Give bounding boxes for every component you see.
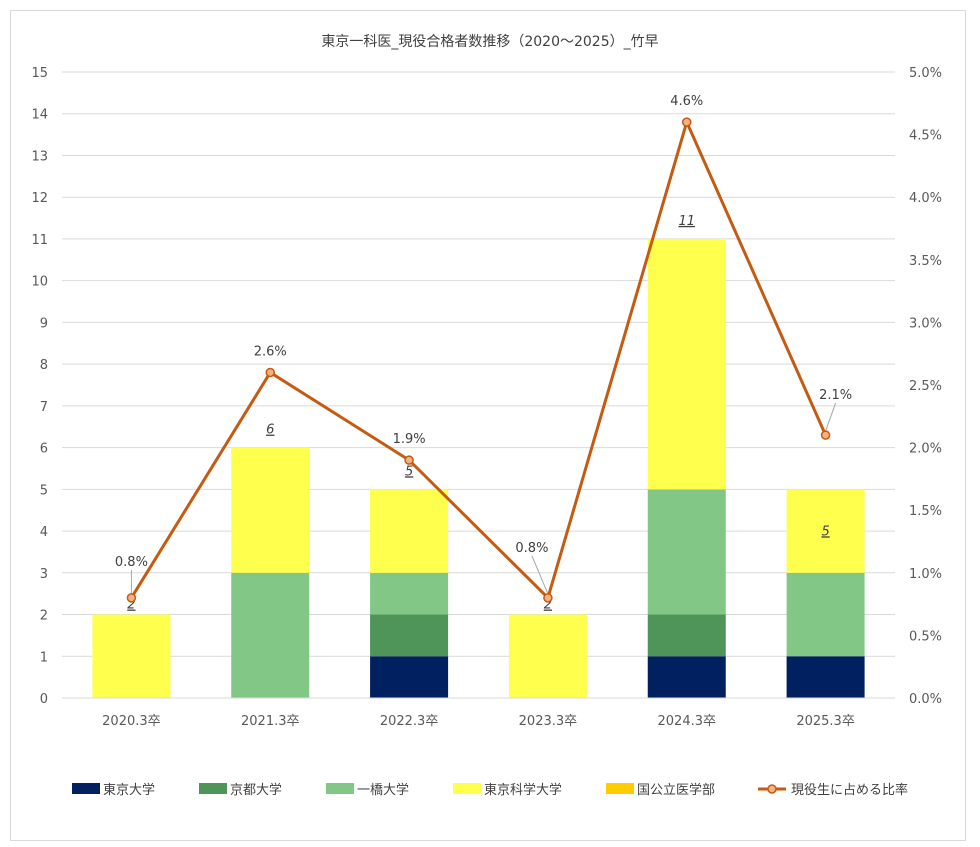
y-axis-right: 0.0% 0.5% 1.0% 1.5% 2.0% 2.5% 3.0% 3.5% 4.0% 4.5%… xyxy=(909,66,942,707)
y-tick-label: 14 xyxy=(31,108,48,123)
x-tick-label: 2020.3卒 xyxy=(102,714,161,729)
legend-label: 一橋大学 xyxy=(357,782,409,798)
bar-segment xyxy=(647,489,726,615)
gridlines xyxy=(62,71,895,699)
total-label: 2 xyxy=(127,598,135,613)
y2-tick-label: 4.0% xyxy=(909,191,942,206)
x-axis: 2020.3卒 2021.3卒 2022.3卒 2023.3卒 2024.3卒 2025.… xyxy=(62,697,895,729)
y-tick-label: 6 xyxy=(40,442,48,457)
y-tick-label: 5 xyxy=(40,483,48,498)
y2-tick-label: 0.0% xyxy=(909,692,942,707)
chart-frame xyxy=(10,10,966,841)
y2-tick-label: 3.0% xyxy=(909,316,942,331)
ratio-line: 0.8% 2.6% 1.9% 0.8% 4.6% 2.1% xyxy=(115,94,852,603)
legend-label: 国公立医学部 xyxy=(637,782,715,798)
bar-segment xyxy=(786,572,865,657)
bar-segment xyxy=(231,572,310,698)
x-tick-label: 2022.3卒 xyxy=(380,714,439,729)
total-label: 5 xyxy=(821,524,829,539)
ratio-data-label: 1.9% xyxy=(393,432,426,447)
bar-segment xyxy=(231,447,310,573)
y2-tick-label: 2.5% xyxy=(909,379,942,394)
total-label: 11 xyxy=(678,214,695,229)
x-tick-label: 2021.3卒 xyxy=(241,714,300,729)
bar-segment xyxy=(370,572,449,615)
ratio-data-label: 2.1% xyxy=(819,388,852,403)
bar-segment xyxy=(370,656,449,698)
ratio-marker xyxy=(543,593,553,603)
x-tick-label: 2025.3卒 xyxy=(796,714,855,729)
bar-segment xyxy=(786,489,865,573)
ratio-marker xyxy=(404,455,414,465)
legend-swatch xyxy=(606,783,634,794)
total-label: 6 xyxy=(266,423,274,438)
y2-tick-label: 1.5% xyxy=(909,504,942,519)
bar-segment xyxy=(647,656,726,698)
y-tick-label: 8 xyxy=(40,358,48,373)
y2-tick-label: 2.0% xyxy=(909,442,942,457)
y-tick-label: 3 xyxy=(40,567,48,582)
ratio-marker xyxy=(126,593,137,603)
bar-segment xyxy=(370,489,449,573)
y2-tick-label: 3.5% xyxy=(909,254,942,269)
bar-segment xyxy=(92,614,171,698)
y-tick-label: 10 xyxy=(31,275,48,290)
ratio-line-path xyxy=(130,117,827,601)
label-leader xyxy=(825,402,837,432)
bar-segment xyxy=(370,614,449,657)
y2-tick-label: 0.5% xyxy=(909,629,942,644)
legend-swatch xyxy=(199,783,227,794)
legend-label: 東京大学 xyxy=(103,782,155,798)
ratio-marker xyxy=(820,430,831,440)
legend-label: 現役生に占める比率 xyxy=(791,782,908,798)
legend-swatch xyxy=(453,783,481,794)
y-tick-label: 7 xyxy=(40,400,48,415)
legend-swatch xyxy=(72,783,100,794)
y2-tick-label: 1.0% xyxy=(909,567,942,582)
y-tick-label: 1 xyxy=(40,650,48,665)
legend: 東京大学 京都大学 一橋大学 東京科学大学 国公立医学部 現役生に占める比率 xyxy=(72,782,908,798)
y2-tick-label: 4.5% xyxy=(909,129,942,144)
bar-segment xyxy=(647,238,726,490)
chart-title: 東京一科医_現役合格者数推移（2020～2025）_竹早 xyxy=(321,34,658,50)
y-tick-label: 4 xyxy=(40,525,48,540)
y-tick-label: 0 xyxy=(40,692,48,707)
bars xyxy=(92,238,865,698)
bar-segment xyxy=(508,614,587,698)
label-leader xyxy=(531,555,549,595)
total-label: 5 xyxy=(405,464,413,479)
bar-segment xyxy=(786,656,865,698)
legend-label: 東京科学大学 xyxy=(484,782,562,798)
total-label: 2 xyxy=(544,598,552,613)
ratio-marker xyxy=(265,367,275,378)
total-labels: 2 6 5 2 11 5 xyxy=(127,214,829,613)
ratio-data-label: 0.8% xyxy=(115,555,148,570)
y-tick-label: 12 xyxy=(31,191,48,206)
ratio-data-label: 2.6% xyxy=(254,344,287,359)
bar-segment xyxy=(647,614,726,657)
y-tick-label: 11 xyxy=(31,233,48,248)
legend-swatch xyxy=(326,783,354,794)
y-tick-label: 15 xyxy=(31,66,48,81)
ratio-marker xyxy=(682,117,692,127)
x-tick-label: 2023.3卒 xyxy=(519,714,578,729)
x-tick-label: 2024.3卒 xyxy=(658,714,717,729)
ratio-data-label: 0.8% xyxy=(515,541,548,556)
y2-tick-label: 5.0% xyxy=(909,66,942,81)
ratio-data-label: 4.6% xyxy=(670,94,703,109)
y-tick-label: 13 xyxy=(31,149,48,164)
legend-label: 京都大学 xyxy=(230,782,282,798)
y-tick-label: 2 xyxy=(40,609,48,624)
y-tick-label: 9 xyxy=(40,316,48,331)
legend-marker xyxy=(767,784,777,794)
